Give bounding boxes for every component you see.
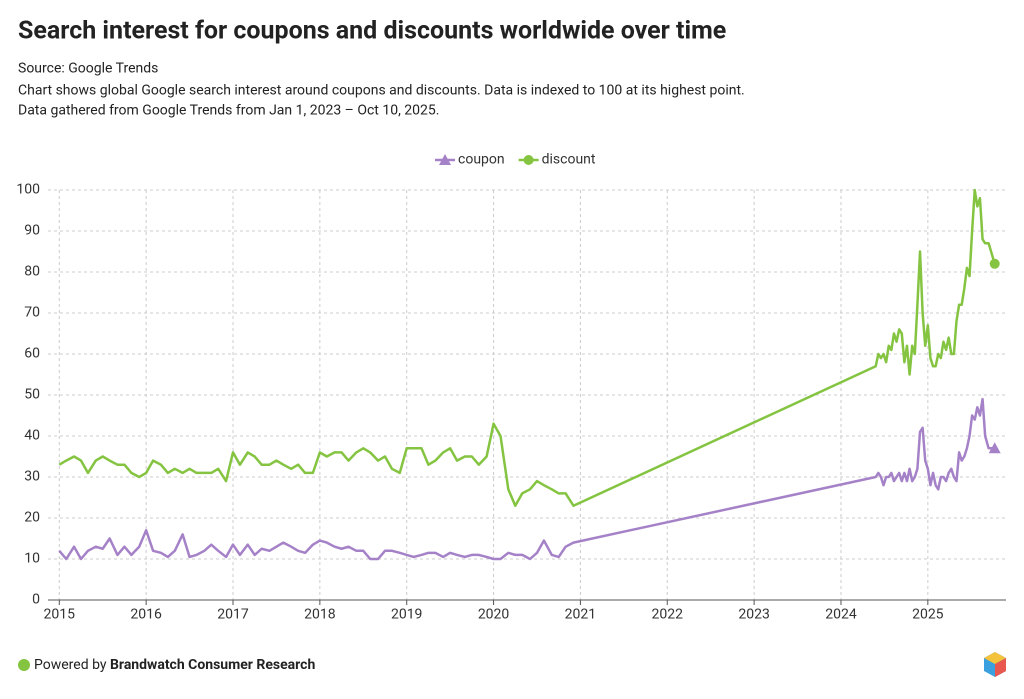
x-tick-label: 2023: [738, 607, 769, 623]
logo: [984, 652, 1006, 677]
x-tick-label: 2019: [391, 607, 422, 623]
y-tick-label: 40: [24, 428, 40, 444]
x-tick-label: 2020: [478, 607, 510, 623]
y-tick-label: 60: [24, 346, 40, 362]
footer-dot: [18, 659, 30, 671]
legend-label: coupon: [458, 152, 505, 168]
footer-prefix: Powered by: [34, 657, 107, 673]
end-marker: [988, 442, 1001, 454]
footer-brand: Brandwatch Consumer Research: [110, 657, 315, 673]
line-coupon: [58, 397, 995, 561]
end-marker: [989, 258, 1000, 269]
x-tick-label: 2021: [565, 607, 596, 623]
legend-marker: [439, 154, 451, 165]
y-tick-label: 80: [24, 264, 40, 280]
y-tick-label: 50: [24, 387, 40, 403]
chart-title: Search interest for coupons and discount…: [18, 17, 726, 46]
y-tick-label: 100: [16, 182, 40, 198]
legend-marker: [523, 155, 534, 165]
y-tick-label: 70: [24, 305, 40, 321]
description: Data gathered from Google Trends from Ja…: [18, 103, 439, 119]
y-tick-label: 10: [24, 551, 40, 567]
x-tick-label: 2017: [217, 607, 249, 623]
x-tick-label: 2025: [912, 607, 944, 623]
x-tick-label: 2022: [652, 607, 684, 623]
y-tick-label: 90: [24, 223, 40, 239]
y-tick-label: 20: [24, 510, 40, 526]
legend-label: discount: [542, 152, 596, 168]
footer-text: Powered by Brandwatch Consumer Research: [34, 657, 315, 673]
x-tick-label: 2016: [130, 607, 162, 623]
y-tick-label: 0: [32, 592, 40, 608]
source: Source: Google Trends: [18, 61, 158, 77]
x-tick-label: 2018: [304, 607, 336, 623]
line-discount: [58, 188, 996, 507]
legend: coupon discount: [435, 152, 596, 168]
x-tick-label: 2024: [825, 607, 857, 623]
x-tick-label: 2015: [44, 607, 76, 623]
y-tick-label: 30: [24, 469, 40, 485]
description: Chart shows global Google search interes…: [18, 83, 745, 99]
